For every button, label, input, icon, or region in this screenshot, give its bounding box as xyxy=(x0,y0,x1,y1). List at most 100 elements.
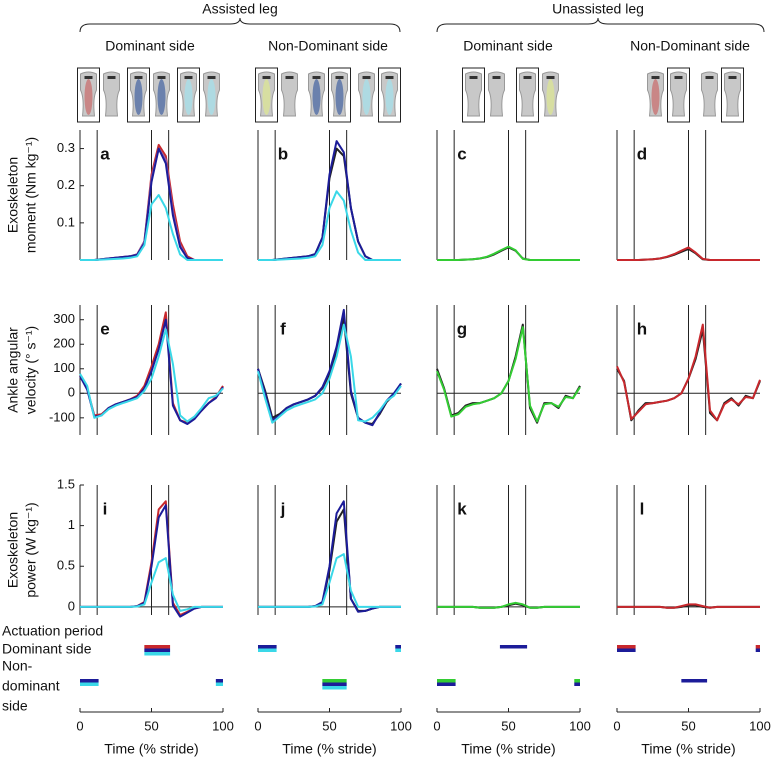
foot-mark xyxy=(184,76,193,79)
icon-box xyxy=(77,67,100,123)
actuation-bar xyxy=(144,645,171,649)
y-tick-label: 1 xyxy=(68,517,75,532)
y-axis-label: moment (Nm kg⁻¹) xyxy=(23,137,39,253)
icon-box xyxy=(328,67,351,123)
series-line xyxy=(80,194,223,261)
foot-highlight xyxy=(262,79,271,115)
foot-highlight xyxy=(335,79,344,115)
foot-mark xyxy=(157,76,166,79)
panel-label: c xyxy=(457,144,466,163)
x-tick-label: 100 xyxy=(569,718,591,733)
actuation-bar xyxy=(215,682,223,686)
actuation-bar xyxy=(617,645,636,649)
foot-highlight xyxy=(651,79,660,115)
icon-box xyxy=(462,67,485,123)
actuation-bar xyxy=(755,645,760,649)
x-tick-label: 0 xyxy=(433,718,440,733)
x-axis-label: Time (% stride) xyxy=(641,741,735,757)
series-line xyxy=(437,245,580,261)
y-tick-label: 1.5 xyxy=(57,476,75,491)
series-line xyxy=(257,323,402,424)
foot-mark xyxy=(385,76,394,79)
brace xyxy=(436,17,765,33)
y-tick-label: 0.3 xyxy=(57,140,75,155)
actuation-bar xyxy=(258,645,277,649)
icon-box xyxy=(516,67,539,123)
foot-mark xyxy=(728,76,737,79)
foot-mark xyxy=(262,76,271,79)
y-axis-label: power (W kg⁻¹) xyxy=(23,502,39,597)
group-title: Unassisted leg xyxy=(552,1,644,17)
foot-icon xyxy=(724,71,741,117)
foot-highlight xyxy=(134,79,143,115)
row-label: side xyxy=(2,698,28,714)
icon-box xyxy=(721,67,744,123)
foot-mark xyxy=(705,76,714,79)
actuation-bar xyxy=(80,682,99,686)
x-axis-label: Time (% stride) xyxy=(282,741,376,757)
y-axis-label: velocity (° s⁻¹) xyxy=(23,326,39,414)
series-line xyxy=(258,190,401,261)
actuation-bar xyxy=(395,645,401,649)
actuation-bar xyxy=(80,679,99,683)
actuation-bar xyxy=(574,682,580,686)
foot-mark xyxy=(312,76,321,79)
x-tick-label: 50 xyxy=(501,718,515,733)
x-tick-label: 100 xyxy=(212,718,234,733)
row-label: Non- xyxy=(2,658,33,674)
column-title: Dominant side xyxy=(105,38,195,54)
y-tick-label: 200 xyxy=(53,336,75,351)
foot-icon xyxy=(701,71,718,117)
brace xyxy=(79,17,401,33)
foot-icon xyxy=(670,71,687,117)
x-tick-label: 0 xyxy=(254,718,261,733)
icon-box xyxy=(378,67,401,123)
y-tick-label: 0.5 xyxy=(57,558,75,573)
series-line xyxy=(79,328,224,423)
panel-label: d xyxy=(637,144,647,163)
column-title: Non-Dominant side xyxy=(630,38,750,54)
panel-label: g xyxy=(457,319,467,338)
actuation-bar xyxy=(215,679,223,683)
y-tick-label: -100 xyxy=(49,409,75,424)
foot-mark xyxy=(134,76,143,79)
actuation-bar xyxy=(322,682,347,686)
actuation-bar xyxy=(574,679,580,683)
actuation-bar xyxy=(258,648,277,652)
y-axis-label: Exoskeleton xyxy=(5,157,21,233)
series-line xyxy=(258,553,401,608)
x-axis-label: Time (% stride) xyxy=(461,741,555,757)
series-line xyxy=(80,557,223,612)
foot-highlight xyxy=(84,79,93,115)
series-line xyxy=(437,601,580,609)
y-tick-label: 0 xyxy=(68,598,75,613)
actuation-bar xyxy=(144,648,171,652)
foot-highlight xyxy=(385,79,394,115)
x-tick-label: 0 xyxy=(613,718,620,733)
foot-mark xyxy=(674,76,683,79)
actuation-title: Actuation period xyxy=(2,623,103,639)
actuation-bar xyxy=(681,679,708,683)
x-tick-label: 100 xyxy=(390,718,412,733)
actuation-bar xyxy=(322,686,347,690)
series-line xyxy=(616,323,761,422)
panel-label: j xyxy=(280,499,286,518)
actuation-bar xyxy=(322,679,347,683)
foot-icon xyxy=(488,71,505,117)
column-title: Non-Dominant side xyxy=(268,38,388,54)
actuation-bar xyxy=(144,652,171,656)
foot-icon xyxy=(465,71,482,117)
foot-mark xyxy=(546,76,555,79)
actuation-bar xyxy=(437,679,456,683)
foot-highlight xyxy=(312,79,321,115)
y-axis-label: Ankle angular xyxy=(5,327,21,413)
actuation-bar xyxy=(755,648,760,652)
foot-mark xyxy=(285,76,294,79)
foot-mark xyxy=(492,76,501,79)
panel-label: f xyxy=(280,319,286,338)
series-line xyxy=(436,326,581,423)
foot-mark xyxy=(335,76,344,79)
icon-box xyxy=(127,67,150,123)
foot-icon xyxy=(281,71,298,117)
y-tick-label: 0 xyxy=(68,385,75,400)
